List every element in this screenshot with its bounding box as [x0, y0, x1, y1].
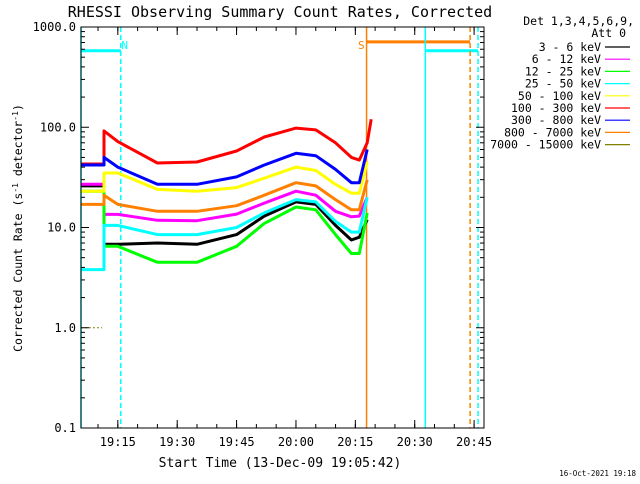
legend-label: 12 - 25 keV [525, 64, 601, 78]
y-tick-label: 100.0 [40, 120, 76, 134]
series-line-5 [81, 119, 373, 166]
axes: 19:15 19:30 19:45 20:00 20:15 20:30 20:45 1000.… [33, 20, 493, 449]
x-tick-label: 20:00 [278, 435, 314, 449]
y-tick-label: 1000.0 [33, 20, 76, 34]
legend-item: 6 - 12 keV [532, 52, 630, 66]
series-line-0 [81, 184, 369, 246]
legend-item: 7000 - 15000 keV [490, 138, 630, 152]
chart-title: RHESSI Observing Summary Count Rates, Co… [68, 3, 492, 21]
series-line-7 [81, 179, 369, 213]
series-line-2 [81, 189, 369, 264]
legend-label: 50 - 100 keV [518, 89, 601, 103]
x-tick-label: 19:15 [100, 435, 136, 449]
legend-item: 100 - 300 keV [511, 101, 630, 115]
series-line-4 [81, 161, 369, 195]
y-axis-label-main: Corrected Count Rate (s [11, 193, 25, 352]
x-tick-label: 20:15 [337, 435, 373, 449]
y-axis-label-mid: detector [11, 121, 25, 183]
legend-label: 800 - 7000 keV [504, 125, 601, 139]
legend-header-line-1: Det 1,3,4,5,6,9, [523, 14, 634, 28]
legend-label: 25 - 50 keV [525, 77, 601, 91]
legend-item: 3 - 6 keV [539, 40, 630, 54]
annotation-N: N [121, 39, 128, 52]
annotation-S: S [358, 39, 365, 52]
legend-label: 100 - 300 keV [511, 101, 601, 115]
legend-label: 7000 - 15000 keV [490, 138, 601, 152]
legend-label: 3 - 6 keV [539, 40, 601, 54]
y-tick-label: 1.0 [54, 321, 76, 335]
y-tick-label: 10.0 [47, 221, 76, 235]
x-axis-label: Start Time (13-Dec-09 19:05:42) [159, 456, 402, 471]
legend-header-line-2: Att 0 [591, 26, 626, 40]
y-axis-label-sup1: -1 [11, 183, 20, 193]
timestamp-label: 16-Oct-2021 19:18 [559, 469, 636, 478]
series-line-1 [81, 182, 369, 223]
series-line-3 [81, 196, 369, 272]
x-tick-label: 19:45 [219, 435, 255, 449]
legend-item: 12 - 25 keV [525, 64, 630, 78]
legend-item: 300 - 800 keV [511, 113, 630, 127]
x-tick-label: 20:30 [397, 435, 433, 449]
x-tick-label: 19:30 [159, 435, 195, 449]
legend-item: 50 - 100 keV [518, 89, 630, 103]
y-axis-label-end: ) [11, 104, 25, 111]
y-axis-label: Corrected Count Rate (s-1 detector-1) [11, 104, 25, 352]
series-line-6 [81, 149, 369, 186]
legend-item: 25 - 50 keV [525, 77, 630, 91]
x-tick-label: 20:45 [456, 435, 492, 449]
legend-label: 300 - 800 keV [511, 113, 601, 127]
y-axis-label-sup2: -1 [11, 111, 20, 121]
y-tick-label: 0.1 [54, 421, 76, 435]
legend-label: 6 - 12 keV [532, 52, 601, 66]
legend-item: 800 - 7000 keV [504, 125, 630, 139]
